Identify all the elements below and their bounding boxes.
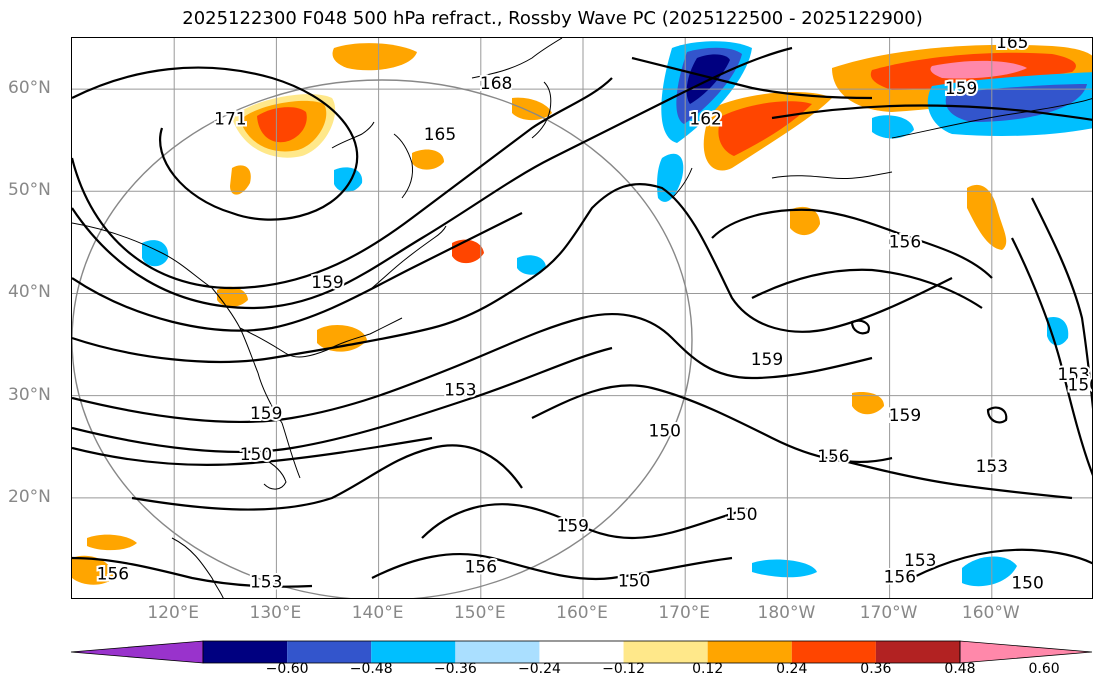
contour-label-group: 1711681651621591651591561591531591501501… [95, 38, 1093, 596]
positive-anomaly-patch [87, 534, 137, 551]
contour-label: 162 [689, 110, 721, 130]
contour-label: 153 [976, 457, 1008, 477]
positive-anomaly-patch [72, 555, 114, 585]
negative-anomaly-patch [142, 240, 169, 267]
longitude-label: 160°W [961, 603, 1020, 623]
colorbar-segment [455, 641, 540, 663]
contour-label: 150 [649, 421, 681, 441]
positive-anomaly-patch [332, 43, 417, 71]
positive-anomaly-patch [257, 107, 307, 143]
latitude-label: 40°N [8, 282, 51, 303]
map-title: 2025122300 F048 500 hPa refract., Rossby… [182, 8, 923, 29]
contour-label: 153 [1057, 365, 1089, 385]
colorbar-segment [623, 641, 708, 663]
latitude-label: 50°N [8, 180, 51, 201]
colorbar-tick-label: 0.60 [1028, 661, 1060, 677]
contour-label: 156 [884, 568, 916, 588]
colorbar-tick-label: −0.12 [602, 661, 645, 677]
contour-label: 159 [250, 404, 282, 424]
negative-anomaly-patch [962, 556, 1017, 587]
contour-label: 150 [725, 505, 757, 525]
colorbar-tick-label: 0.24 [776, 661, 808, 677]
positive-anomaly-patch [217, 286, 248, 307]
contour-label: 150 [1068, 375, 1093, 395]
longitude-label: 180°W [757, 603, 816, 623]
colorbar-extend-min [70, 640, 204, 664]
colorbar-extend-max [959, 640, 1093, 664]
contour-label: 159 [557, 516, 589, 536]
map-area[interactable]: 171 168 165 162 159 165 159 156 159 153 159 150 150 1… [71, 37, 1093, 599]
contour-label: 150 [618, 572, 650, 592]
colorbar-tick-label: −0.48 [349, 661, 393, 677]
great-circle-outline [72, 79, 693, 598]
negative-anomaly-patch [752, 559, 817, 578]
longitude-label: 130°E [249, 603, 302, 623]
latitude-label: 20°N [8, 486, 51, 507]
anomaly-shading [72, 41, 1092, 587]
latitude-label: 60°N [8, 78, 51, 99]
negative-anomaly-patch [945, 84, 1087, 122]
colorbar-segment [287, 641, 372, 663]
positive-anomaly-patch [852, 392, 884, 415]
positive-anomaly-patch [317, 325, 367, 352]
colorbar-tick-label: 0.36 [860, 661, 892, 677]
longitude-label: 170°W [859, 603, 918, 623]
positive-anomaly-patch [512, 97, 552, 121]
contour-label: 165 [424, 125, 456, 145]
colorbar-tick-label: 0.12 [692, 661, 724, 677]
longitude-label: 170°E [658, 603, 711, 623]
colorbar-tick-label: −0.24 [517, 661, 561, 677]
colorbar-outline [202, 640, 961, 664]
contour-label: 156 [97, 564, 129, 584]
contour-label: 150 [1011, 574, 1043, 594]
longitude-label: 120°E [147, 603, 200, 623]
colorbar-segment [875, 641, 960, 663]
contour-label: 150 [240, 445, 272, 465]
colorbar-tick-label: −0.60 [265, 661, 309, 677]
longitude-label: 140°E [351, 603, 404, 623]
contour-label: 153 [250, 573, 282, 593]
contour-label: 159 [945, 79, 977, 99]
colorbar-segment [539, 641, 624, 663]
negative-anomaly-patch [872, 115, 914, 139]
colorbar-segment [203, 641, 288, 663]
longitude-label: 160°E [556, 603, 608, 623]
contour-label: 156 [817, 447, 849, 467]
negative-anomaly-patch [334, 167, 363, 193]
positive-anomaly-patch [967, 184, 1007, 250]
colorbar [70, 640, 1093, 664]
colorbar-segment [707, 641, 792, 663]
contour-lines [72, 46, 1092, 588]
latitude-label: 30°N [8, 384, 51, 405]
colorbar-tick-label: −0.36 [433, 661, 477, 677]
graticule [72, 38, 1092, 598]
contour-label: 153 [904, 551, 936, 571]
longitude-label: 150°E [453, 603, 506, 623]
positive-anomaly-patch [930, 60, 1027, 79]
colorbar-segment [371, 641, 456, 663]
contour-label: 159 [311, 273, 343, 293]
contour-label: 156 [465, 557, 497, 577]
contour-label: 171 [214, 110, 246, 130]
negative-anomaly-patch [517, 255, 546, 275]
contour-label: 165 [996, 38, 1028, 53]
positive-anomaly-patch [412, 149, 444, 170]
positive-anomaly-patch [790, 206, 820, 236]
positive-anomaly-patch [230, 165, 251, 195]
contour-label: 168 [480, 74, 512, 94]
coastlines [72, 38, 1092, 598]
contour-label: 159 [751, 350, 783, 370]
colorbar-tick-label: 0.48 [944, 661, 976, 677]
positive-anomaly-patch [452, 239, 484, 264]
contour-label: 153 [444, 381, 476, 401]
contour-label: 156 [889, 232, 921, 252]
colorbar-segment [791, 641, 876, 663]
contour-label: 159 [889, 406, 921, 426]
